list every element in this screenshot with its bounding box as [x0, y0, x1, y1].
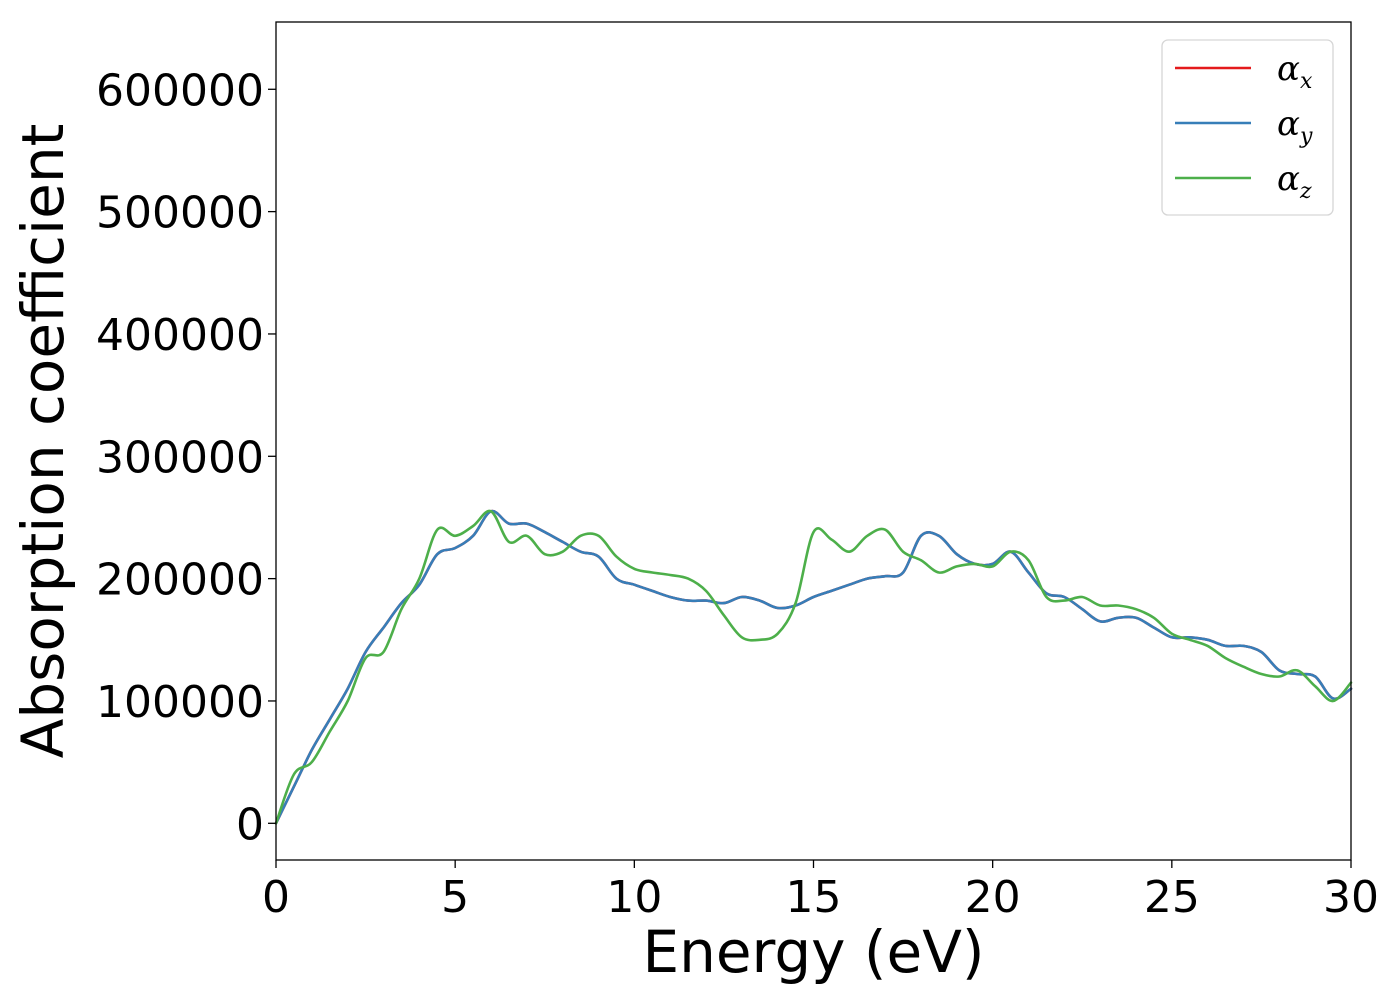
series-line-y [274, 509, 1353, 825]
x-tick-label: 15 [786, 872, 842, 923]
y-tick-label: 600000 [96, 65, 264, 116]
legend-box [1161, 39, 1334, 216]
y-tick-label: 200000 [96, 555, 264, 606]
y-tick-label: 100000 [96, 677, 264, 728]
y-tick-label: 300000 [96, 432, 264, 483]
y-axis-title: Absorption coefficient [9, 124, 77, 759]
legend-label-z: αz [1277, 159, 1312, 204]
legend-label-y: αy [1277, 104, 1313, 149]
x-tick-label: 20 [965, 872, 1021, 923]
x-tick-label: 10 [606, 872, 662, 923]
plot-lines [274, 509, 1353, 825]
y-tick-label: 400000 [96, 310, 264, 361]
y-tick-label: 0 [236, 799, 264, 850]
y-tick-label: 500000 [96, 188, 264, 239]
x-axis-title: Energy (eV) [642, 918, 984, 986]
legend-label-x: αx [1277, 49, 1313, 94]
x-tick-label: 25 [1144, 872, 1200, 923]
x-tick-label: 5 [441, 872, 469, 923]
series-line-x [274, 509, 1353, 825]
series-line-z [274, 509, 1353, 825]
x-tick-label: 30 [1323, 872, 1379, 923]
legend: αx αy αz [1161, 39, 1334, 216]
x-tick-label: 0 [262, 872, 290, 923]
y-axis-ticks: 0 100000 200000 300000 400000 500000 600000 [96, 65, 276, 850]
x-axis-ticks: 0 5 10 15 20 25 30 [262, 860, 1379, 923]
